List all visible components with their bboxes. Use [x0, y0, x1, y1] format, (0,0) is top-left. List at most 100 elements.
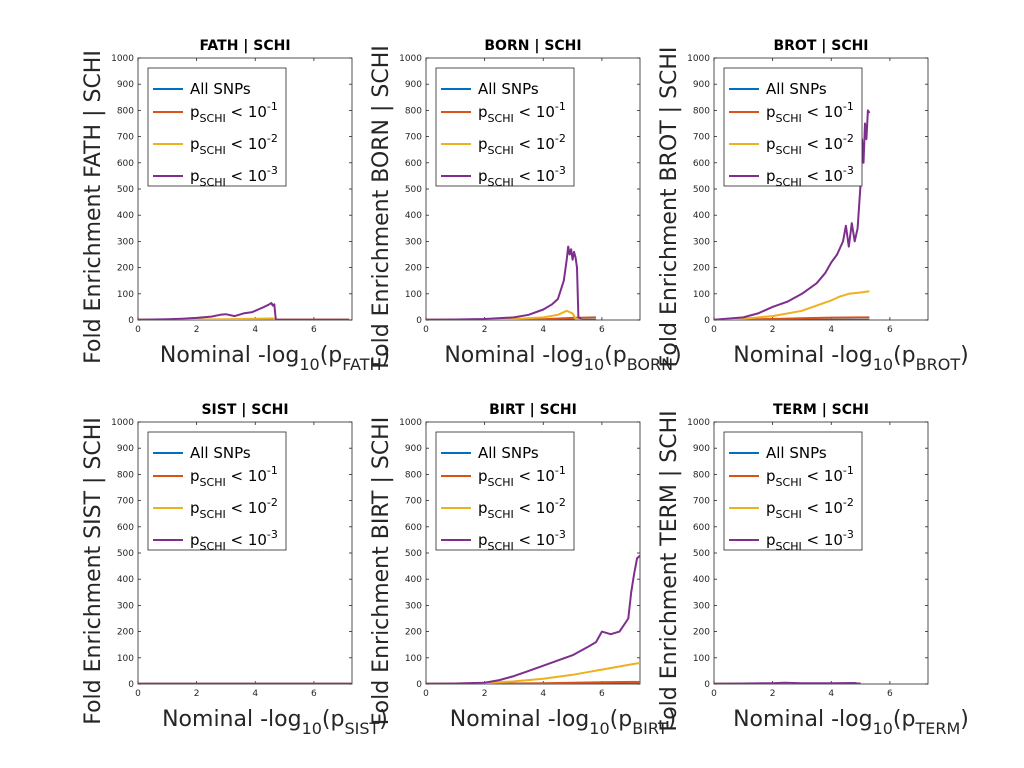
y-tick-label: 500 [405, 549, 422, 559]
y-tick-label: 200 [117, 264, 134, 274]
x-tick-label: 4 [828, 325, 834, 335]
legend-entry: pSCHI < 10-3 [478, 164, 566, 189]
y-tick-label: 400 [693, 575, 710, 585]
subplot-title: FATH | SCHI [199, 38, 290, 54]
x-label-subscript: BIRT [632, 719, 668, 738]
legend-text: < 10 [226, 103, 267, 121]
legend-subscript: SCHI [776, 112, 802, 125]
y-axis-label: Fold Enrichment BORN | SCHI [369, 45, 394, 369]
x-label-text: ) [382, 343, 391, 368]
legend-entry: All SNPs [190, 444, 251, 462]
legend-box [147, 431, 287, 551]
subplot-title: BORN | SCHI [484, 38, 581, 54]
x-label-text: Nominal -log [733, 343, 872, 368]
y-tick-label: 500 [693, 185, 710, 195]
legend-text: < 10 [802, 135, 843, 153]
y-tick-label: 800 [693, 470, 710, 480]
legend-text: < 10 [514, 531, 555, 549]
y-tick-label: 100 [405, 654, 422, 664]
y-tick-label: 1000 [111, 54, 134, 64]
y-tick-label: 300 [117, 601, 134, 611]
x-tick-label: 6 [887, 689, 893, 699]
legend-entry: pSCHI < 10-3 [190, 164, 278, 189]
y-tick-label: 800 [693, 106, 710, 116]
legend-text: p [478, 467, 488, 485]
legend-text: < 10 [226, 135, 267, 153]
x-tick-label: 2 [482, 325, 488, 335]
legend-text: p [190, 531, 200, 549]
y-tick-label: 200 [405, 264, 422, 274]
legend-entry: All SNPs [478, 80, 539, 98]
x-label-text: Nominal -log [160, 343, 299, 368]
legend-entry: pSCHI < 10-3 [190, 528, 278, 553]
x-tick-label: 2 [770, 325, 776, 335]
legend-text: p [478, 531, 488, 549]
y-tick-label: 700 [693, 497, 710, 507]
x-tick-label: 6 [311, 689, 317, 699]
legend-text: p [190, 167, 200, 185]
legend-text: p [766, 167, 776, 185]
y-tick-label: 800 [405, 470, 422, 480]
legend-subscript: SCHI [200, 176, 226, 189]
x-label-text: ) [668, 707, 677, 732]
x-label-subscript: BORN [627, 355, 673, 374]
y-tick-label: 0 [416, 680, 422, 690]
legend-text: p [478, 167, 488, 185]
subplot: 0 100 200 300 400 500 600 700 800 900 1000 0 2 4 6 BORN… [369, 38, 682, 374]
x-label-subscript: 10 [299, 355, 319, 374]
series-line [426, 245, 582, 320]
legend-subscript: SCHI [776, 476, 802, 489]
legend-subscript: SCHI [776, 508, 802, 521]
y-tick-label: 400 [693, 211, 710, 221]
x-tick-label: 4 [252, 689, 258, 699]
legend-superscript: -2 [267, 132, 278, 145]
legend-subscript: SCHI [200, 508, 226, 521]
legend-superscript: -3 [555, 528, 566, 541]
x-tick-label: 4 [540, 325, 546, 335]
x-tick-label: 0 [711, 689, 717, 699]
y-tick-label: 1000 [399, 418, 422, 428]
x-tick-label: 4 [828, 689, 834, 699]
x-tick-label: 0 [711, 325, 717, 335]
legend-entry: pSCHI < 10-2 [766, 496, 854, 521]
x-tick-label: 0 [423, 325, 429, 335]
x-label-text: (p [604, 343, 627, 368]
series-line [714, 109, 871, 320]
legend-superscript: -1 [843, 100, 854, 113]
y-tick-label: 600 [405, 523, 422, 533]
legend-entry: pSCHI < 10-1 [478, 100, 566, 125]
legend-text: < 10 [514, 135, 555, 153]
legend-superscript: -1 [555, 100, 566, 113]
y-tick-label: 500 [693, 549, 710, 559]
legend-subscript: SCHI [200, 112, 226, 125]
legend-superscript: -1 [843, 464, 854, 477]
x-label-text: Nominal -log [450, 707, 589, 732]
legend-superscript: -1 [267, 464, 278, 477]
legend-subscript: SCHI [776, 176, 802, 189]
y-tick-label: 200 [117, 628, 134, 638]
legend-entry: pSCHI < 10-3 [478, 528, 566, 553]
legend-text: p [766, 135, 776, 153]
legend-superscript: -3 [555, 164, 566, 177]
legend-superscript: -1 [555, 464, 566, 477]
legend-subscript: SCHI [776, 540, 802, 553]
y-tick-label: 200 [405, 628, 422, 638]
y-tick-label: 800 [117, 106, 134, 116]
legend-subscript: SCHI [488, 112, 514, 125]
y-tick-label: 500 [117, 549, 134, 559]
legend-entry: pSCHI < 10-3 [766, 528, 854, 553]
subplot: 0 100 200 300 400 500 600 700 800 900 1000 0 2 4 6 BIRT… [369, 402, 676, 738]
x-axis-label: Nominal -log10(pTERM) [733, 707, 969, 738]
x-label-subscript: BROT [916, 355, 961, 374]
y-tick-label: 700 [693, 133, 710, 143]
legend-text: p [766, 531, 776, 549]
x-label-text: ) [960, 707, 969, 732]
y-tick-label: 400 [405, 575, 422, 585]
x-label-text: ) [960, 343, 969, 368]
y-tick-label: 500 [117, 185, 134, 195]
legend-entry: pSCHI < 10-1 [190, 464, 278, 489]
legend-box [723, 431, 863, 551]
legend-entry: pSCHI < 10-1 [766, 100, 854, 125]
y-tick-label: 200 [693, 264, 710, 274]
